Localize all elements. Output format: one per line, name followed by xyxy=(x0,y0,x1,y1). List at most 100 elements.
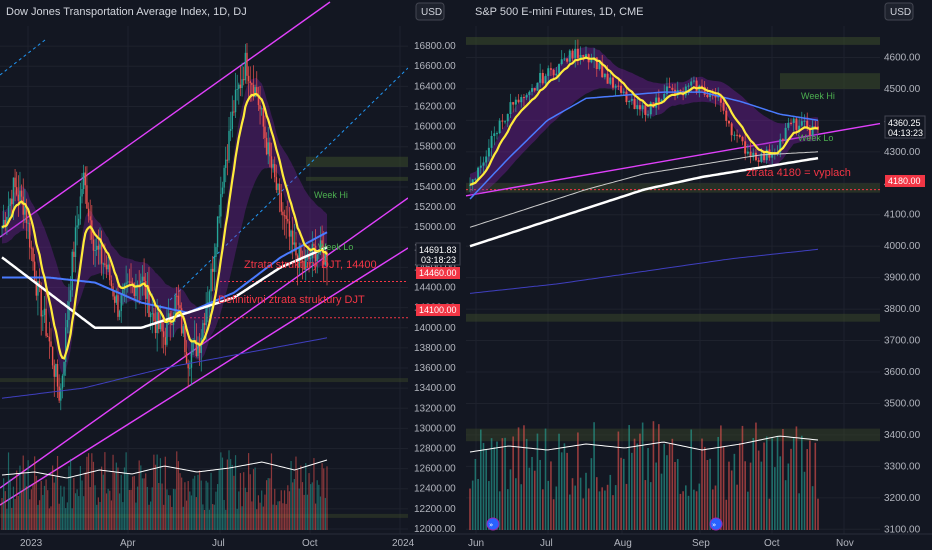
candle xyxy=(303,261,305,270)
candle xyxy=(509,102,512,114)
volume-bar xyxy=(303,494,305,530)
right-currency-button[interactable]: USD xyxy=(884,2,914,21)
ema-mid-line xyxy=(2,231,328,314)
candle xyxy=(536,82,539,91)
candle xyxy=(323,250,325,265)
candle xyxy=(274,164,276,178)
price-tick-label: 13600.00 xyxy=(414,363,456,374)
volume-bar xyxy=(30,489,32,530)
event-icon[interactable]: » xyxy=(486,517,500,531)
volume-bar xyxy=(35,475,37,530)
candle xyxy=(296,255,299,268)
volume-bar xyxy=(277,501,279,530)
volume-bar xyxy=(50,506,52,530)
candle xyxy=(244,52,247,81)
price-tick-label: 14000.00 xyxy=(414,323,456,334)
candle xyxy=(153,313,155,321)
volume-bar xyxy=(682,491,684,530)
volume-bar xyxy=(730,470,733,530)
candle xyxy=(1,227,3,229)
candle xyxy=(660,99,663,103)
candle xyxy=(495,133,498,135)
volume-bar xyxy=(585,472,587,530)
candle xyxy=(104,263,106,265)
candle xyxy=(309,258,312,260)
left-week-lo-label: Week Lo xyxy=(318,242,353,252)
volume-bar xyxy=(42,494,44,530)
candle xyxy=(625,91,628,103)
volume-bar xyxy=(509,469,512,530)
price-tick-label: 14400.00 xyxy=(414,283,456,294)
candle xyxy=(528,91,531,96)
volume-bar xyxy=(663,443,666,530)
candle xyxy=(66,319,69,328)
volume-bar xyxy=(523,425,525,530)
volume-bar xyxy=(73,477,75,530)
volume-bar xyxy=(169,495,171,530)
volume-bar xyxy=(279,501,281,530)
candle xyxy=(234,89,237,113)
volume-bar xyxy=(112,454,114,530)
volume-bar xyxy=(68,466,70,530)
volume-bar xyxy=(203,509,206,530)
volume-bar xyxy=(17,496,19,530)
candle xyxy=(176,295,178,297)
volume-bar xyxy=(311,482,313,530)
volume-bar xyxy=(609,474,612,530)
volume-bar xyxy=(174,489,176,530)
candle xyxy=(64,327,67,362)
volume-bar xyxy=(94,485,96,530)
candle xyxy=(40,287,42,317)
volume-bar xyxy=(167,495,170,530)
right-level-tag-1: 4180.00 xyxy=(885,175,925,187)
volume-bar xyxy=(679,493,682,530)
right-current-price-tag: 4360.25 04:13:23 xyxy=(884,115,926,139)
price-tick-label: 16400.00 xyxy=(414,81,456,92)
candle xyxy=(668,86,671,88)
candle xyxy=(171,324,173,326)
candle xyxy=(752,152,755,158)
volume-bar xyxy=(582,498,585,530)
candle xyxy=(239,84,242,88)
candle xyxy=(202,323,204,338)
volume-bar xyxy=(601,487,603,530)
candle xyxy=(285,215,287,219)
volume-bar xyxy=(326,466,328,530)
volume-bar xyxy=(297,469,299,530)
volume-bar xyxy=(216,484,219,530)
candle xyxy=(109,264,111,281)
channel-line xyxy=(465,122,881,197)
volume-bar xyxy=(542,489,544,530)
candle xyxy=(811,126,814,136)
candle xyxy=(42,315,44,317)
candle xyxy=(17,194,20,201)
candle xyxy=(11,198,13,205)
volume-bar xyxy=(238,491,240,530)
candle xyxy=(256,87,258,97)
volume-bar xyxy=(136,486,139,530)
volume-bar xyxy=(234,455,237,530)
event-icon[interactable]: » xyxy=(709,517,723,531)
volume-bar xyxy=(114,472,116,530)
volume-bar xyxy=(706,460,709,530)
time-tick-label: Oct xyxy=(764,538,780,549)
volume-bar xyxy=(590,458,593,530)
candle xyxy=(741,136,744,142)
candle xyxy=(311,244,314,259)
candle xyxy=(128,281,131,283)
volume-bar xyxy=(120,474,122,530)
left-currency-label: USD xyxy=(421,7,442,18)
candle xyxy=(63,361,65,376)
candle xyxy=(133,283,135,296)
volume-bar xyxy=(76,489,78,530)
candle xyxy=(803,120,806,122)
candle xyxy=(504,121,507,123)
left-time-axis[interactable]: 2023 Apr Jul Oct 2024 xyxy=(20,538,415,549)
candle xyxy=(4,219,6,226)
right-time-axis[interactable]: Jun Jul Aug Sep Oct Nov xyxy=(468,538,854,549)
candle xyxy=(638,105,641,110)
candle xyxy=(100,244,103,264)
volume-bar xyxy=(96,504,98,530)
left-currency-button[interactable]: USD xyxy=(415,2,445,21)
candle xyxy=(146,286,149,299)
